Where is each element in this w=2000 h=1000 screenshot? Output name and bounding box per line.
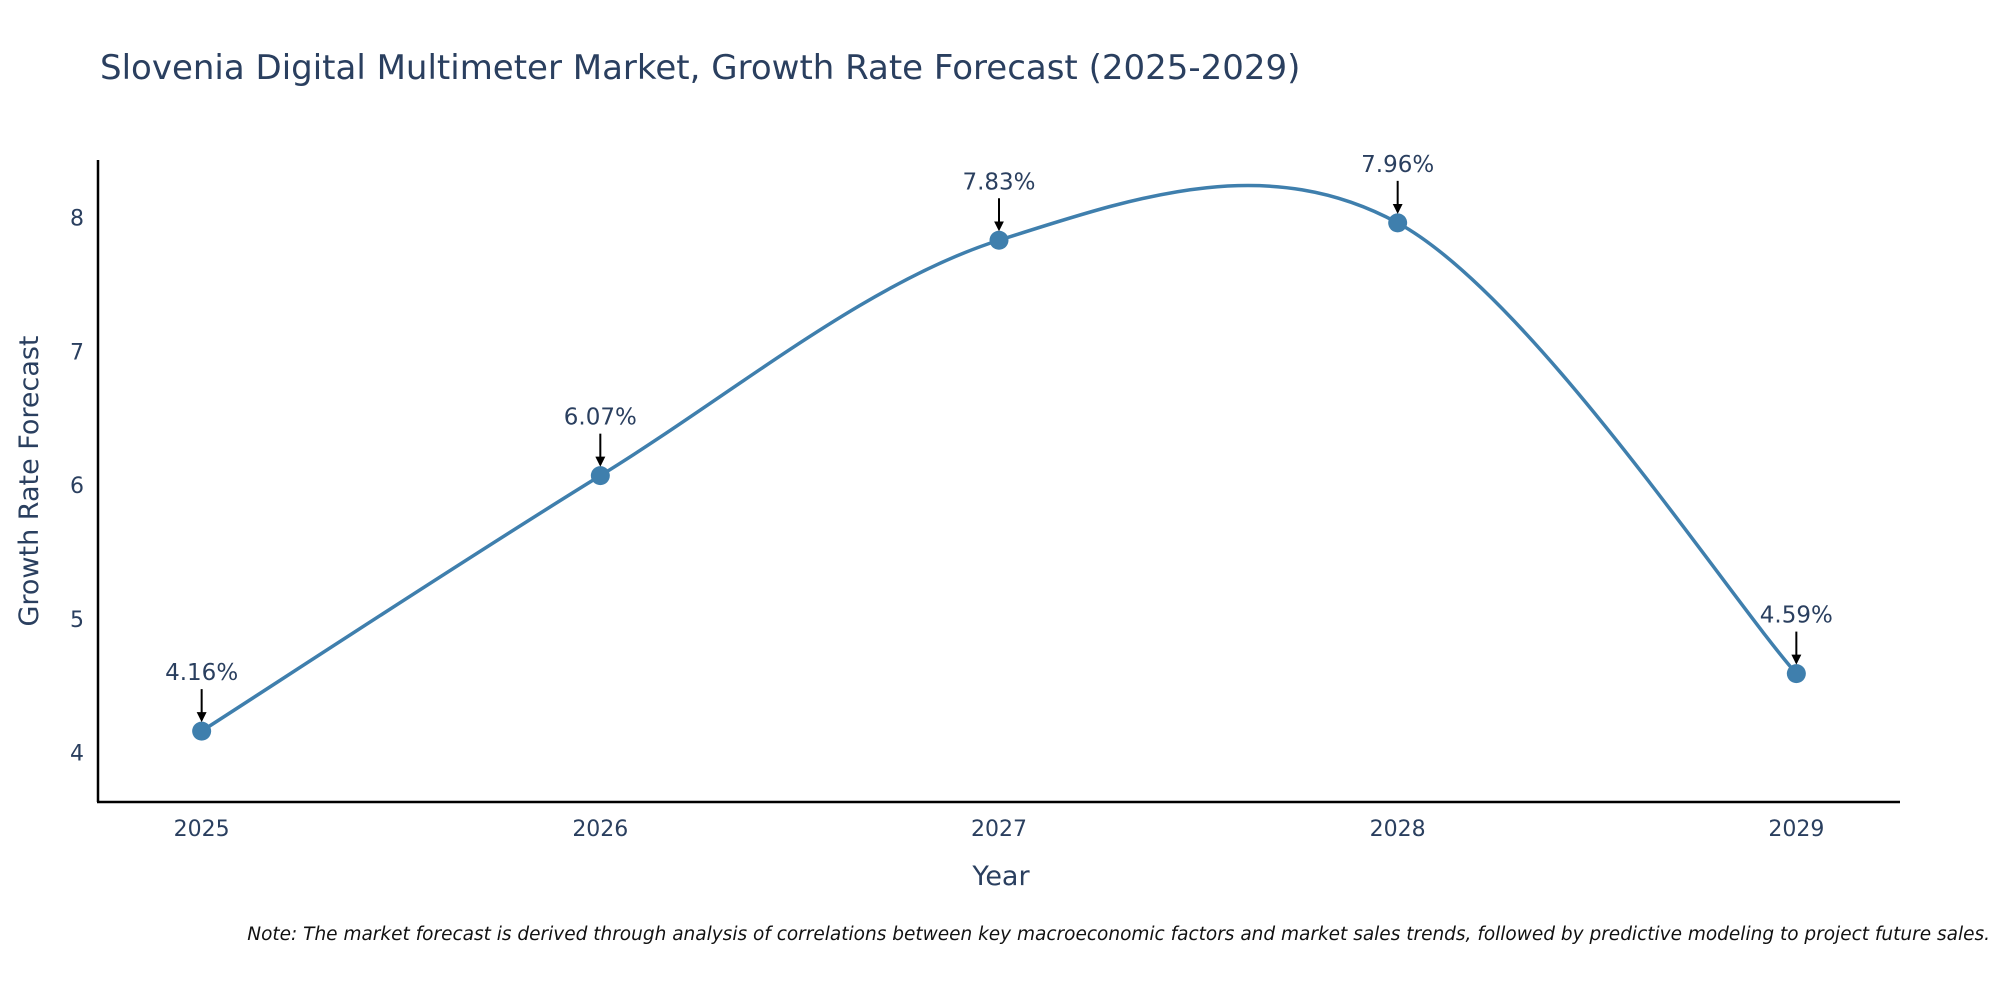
y-tick-label: 8	[70, 207, 84, 232]
data-label: 4.16%	[165, 660, 238, 686]
data-label: 7.83%	[962, 169, 1035, 195]
data-label: 4.59%	[1760, 603, 1833, 629]
data-annotations: 4.16% 6.07% 7.83% 7.96% 4.59%	[165, 152, 1833, 723]
y-tick-label: 6	[70, 474, 84, 499]
chart-title: Slovenia Digital Multimeter Market, Grow…	[100, 48, 1300, 88]
x-tick-label: 2029	[1768, 817, 1824, 842]
y-tick-labels: 4 5 6 7 8	[70, 207, 84, 767]
data-label: 6.07%	[564, 405, 637, 431]
y-tick-label: 7	[70, 340, 84, 365]
data-markers	[192, 213, 1806, 741]
x-tick-label: 2028	[1370, 817, 1426, 842]
data-point-2026	[590, 466, 610, 486]
x-axis-title: Year	[971, 861, 1030, 892]
data-point-2027	[989, 230, 1009, 250]
x-tick-labels: 2025 2026 2027 2028 2029	[174, 817, 1825, 842]
x-tick-label: 2025	[174, 817, 230, 842]
series-line	[200, 183, 1798, 733]
y-tick-label: 4	[70, 742, 84, 767]
y-tick-label: 5	[70, 608, 84, 633]
x-tick-label: 2027	[971, 817, 1027, 842]
footnote: Note: The market forecast is derived thr…	[247, 924, 1990, 945]
data-point-2028	[1388, 213, 1408, 233]
data-label: 7.96%	[1361, 152, 1434, 178]
data-point-2025	[192, 721, 212, 741]
data-point-2029	[1786, 664, 1806, 684]
x-tick-label: 2026	[572, 817, 628, 842]
y-axis-title: Growth Rate Forecast	[14, 335, 45, 626]
